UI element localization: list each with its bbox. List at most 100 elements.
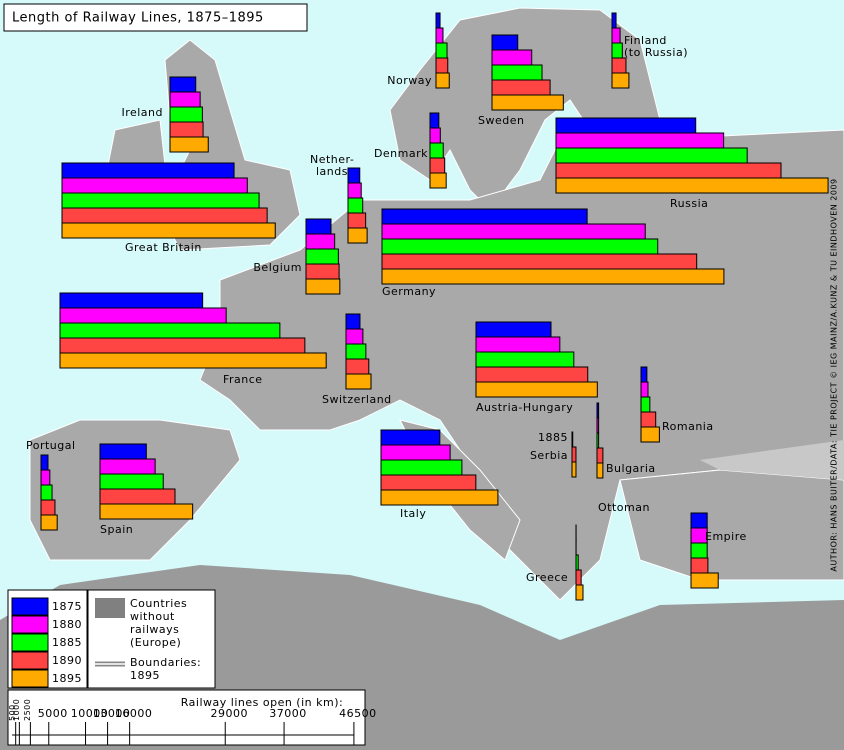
bar: [380, 459, 463, 476]
bar: [305, 248, 339, 265]
scale-box: [7, 689, 366, 746]
bar: [429, 172, 447, 189]
scale-label: 46500: [339, 707, 377, 720]
bar: [99, 503, 194, 520]
bar: [380, 474, 477, 491]
bar: [380, 429, 441, 446]
country-label: Denmark: [374, 147, 428, 160]
bar: [475, 321, 552, 338]
country-label: Germany: [382, 285, 436, 298]
title: Length of Railway Lines, 1875–1895: [12, 11, 264, 26]
bar: [596, 462, 604, 479]
bar: [491, 34, 519, 51]
bar: [640, 426, 660, 443]
bar: [435, 27, 444, 44]
bar: [99, 443, 147, 460]
bar: [59, 352, 327, 369]
bar: [596, 417, 600, 434]
bar: [305, 278, 341, 295]
country-label: Empire: [705, 530, 747, 543]
bar: [169, 76, 197, 93]
bar: [690, 542, 708, 559]
bar: [61, 207, 268, 224]
bar: [381, 223, 646, 240]
bar: [429, 127, 441, 144]
bar: [555, 162, 782, 179]
legend-note: (Europe): [130, 636, 181, 649]
scale-label: 16000: [115, 707, 153, 720]
bar: [345, 313, 361, 330]
bar: [640, 396, 651, 413]
bar: [475, 351, 575, 368]
bar: [40, 469, 51, 486]
bar: [690, 557, 709, 574]
legend-label: 1885: [52, 636, 82, 649]
bar: [690, 512, 708, 529]
bar: [690, 572, 719, 589]
legend-swatch: [11, 633, 49, 652]
country-label: Ottoman: [598, 501, 650, 514]
black-sea-shore: [700, 440, 844, 480]
bar: [571, 431, 574, 448]
no-railway-swatch: [95, 598, 125, 618]
legend-swatch: [11, 597, 49, 616]
bar: [640, 411, 657, 428]
bar: [59, 307, 227, 324]
legend-label: 1890: [52, 654, 82, 667]
bar: [491, 49, 533, 66]
bar: [640, 381, 649, 398]
bar: [347, 167, 361, 184]
bar: [345, 343, 367, 360]
bar: [61, 222, 276, 239]
country-label: 1885: [538, 431, 568, 444]
bar: [380, 444, 451, 461]
country-label: Great Britain: [125, 241, 202, 254]
bar: [61, 192, 260, 209]
country-label: Ireland: [121, 106, 163, 119]
country-label: Sweden: [478, 114, 524, 127]
legend-note: without: [130, 610, 175, 623]
bar: [345, 358, 370, 375]
bar: [99, 488, 176, 505]
country-label: Russia: [670, 197, 708, 210]
bar: [40, 514, 58, 531]
bar: [435, 12, 441, 29]
bar: [475, 336, 561, 353]
legend-swatch: [11, 669, 49, 688]
bar: [429, 142, 444, 159]
scale-label: 13000: [93, 707, 131, 720]
bar: [435, 72, 450, 89]
bar-layer: Great Britain Ireland France Germany Russia A…: [26, 12, 829, 601]
bar: [555, 147, 748, 164]
scale-label: 10000: [71, 707, 109, 720]
country-label: Italy: [400, 507, 426, 520]
bar: [571, 461, 577, 478]
bar: [59, 337, 306, 354]
bar: [380, 489, 499, 506]
bar: [596, 432, 600, 449]
bar: [611, 12, 617, 29]
bar: [381, 253, 698, 270]
country-label: Switzerland: [322, 393, 392, 406]
legend-note: Countries: [130, 597, 187, 610]
bar: [169, 136, 209, 153]
country-label: Austria-Hungary: [476, 401, 573, 414]
bar: [61, 177, 248, 194]
bar: [59, 322, 281, 339]
bar: [59, 292, 204, 309]
bar: [429, 112, 440, 129]
country-label: Portugal: [26, 439, 76, 452]
legend-label: 1880: [52, 618, 82, 631]
country-label: Romania: [662, 420, 714, 433]
legend-note: railways: [130, 623, 179, 636]
bar: [555, 132, 725, 149]
bar: [571, 446, 577, 463]
scale-label: 29000: [210, 707, 248, 720]
bar: [40, 484, 53, 501]
bar: [40, 454, 49, 471]
bar: [435, 42, 448, 59]
bar: [169, 106, 203, 123]
country-label: Greece: [526, 571, 568, 584]
country-label: Bulgaria: [606, 462, 656, 475]
